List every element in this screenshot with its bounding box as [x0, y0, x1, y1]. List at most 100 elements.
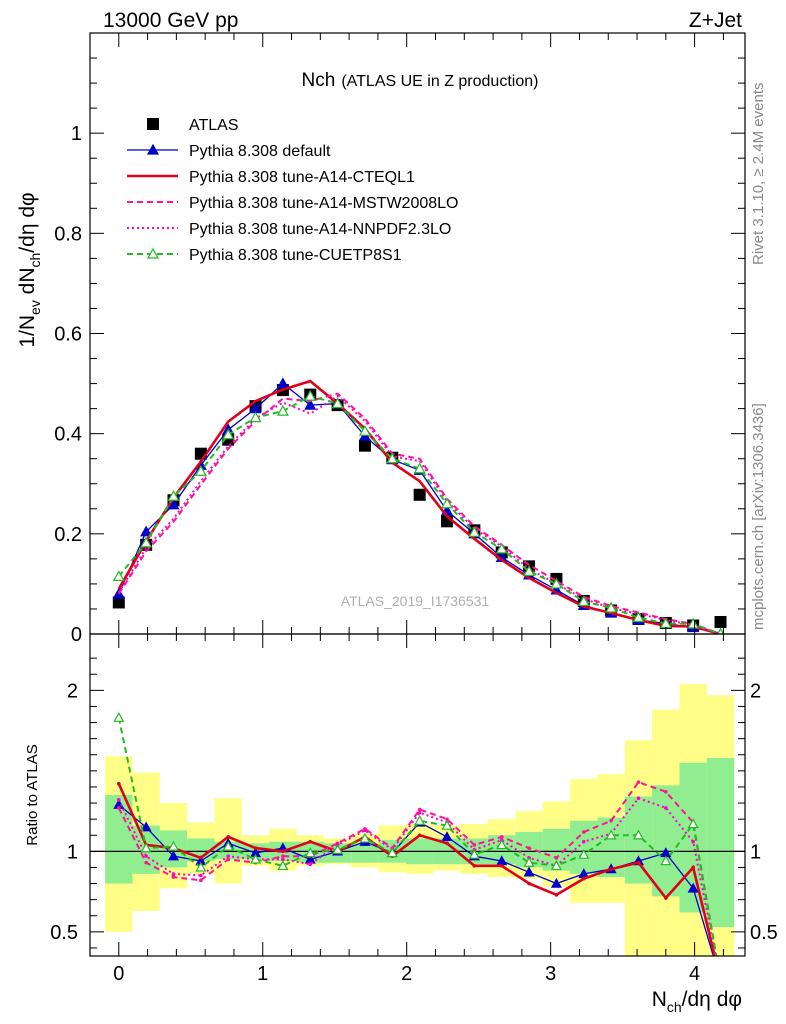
main-data-point — [140, 536, 153, 548]
legend-entry: Pythia 8.308 tune-A14-NNPDF2.3LO — [127, 221, 451, 238]
main-data-point — [550, 577, 563, 589]
main-data-point — [194, 464, 207, 476]
ratio-data-point — [417, 833, 422, 838]
ratio-series-pythia-8-308-tune-a14-cteql1 — [116, 781, 716, 956]
main-series-line — [117, 392, 721, 634]
ratio-data-point — [687, 818, 699, 829]
main-series-line — [117, 379, 721, 634]
main-data-point — [331, 397, 344, 409]
ratio-data-point — [499, 864, 504, 868]
x-tick-label: 3 — [545, 963, 556, 985]
ratio-plot-panel: 0.5 0.5 1 1 2 2 0 1 2 3 4 — [50, 633, 778, 985]
ratio-data-point — [386, 847, 398, 858]
ratio-data-point — [281, 849, 285, 854]
main-data-point — [167, 490, 180, 501]
ratio-data-point — [414, 815, 426, 825]
main-series-line — [117, 394, 721, 634]
legend-entry: Pythia 8.308 tune-A14-CTEQL1 — [127, 169, 415, 186]
ratio-data-point — [226, 854, 230, 858]
ratio-data-point — [417, 807, 422, 812]
legend-label: Pythia 8.308 tune-A14-MSTW2008LO — [189, 195, 458, 212]
ratio-data-point — [445, 817, 449, 821]
ratio-data-point — [527, 881, 531, 886]
ratio-series-line — [117, 780, 718, 956]
ratio-y-tick-label: 2 — [67, 680, 78, 702]
ratio-y-tick-label: 0.5 — [50, 922, 78, 944]
ratio-data-point — [441, 819, 453, 830]
main-plot-panel: 0 0.2 0.4 0.6 0.8 1 — [54, 32, 746, 646]
main-data-point — [304, 398, 317, 410]
rivet-version-label: Rivet 3.1.10, ≥ 2.4M events — [750, 83, 767, 266]
main-data-point — [140, 525, 153, 537]
legend-label: Pythia 8.308 default — [189, 143, 331, 160]
main-y-tick-label: 0.8 — [54, 223, 82, 245]
main-data-point — [386, 452, 399, 464]
main-data-point — [495, 542, 508, 554]
main-data-point — [167, 498, 180, 510]
ratio-data-point — [308, 862, 313, 867]
ratio-y-tick-label: 1 — [67, 841, 78, 863]
ratio-data-point — [363, 828, 367, 833]
legend-entry: Pythia 8.308 tune-CUETP8S1 — [127, 247, 402, 264]
ratio-data-point — [609, 867, 613, 871]
main-data-point — [112, 570, 125, 582]
ratio-data-point — [308, 839, 313, 844]
legend-entry: ATLAS — [147, 117, 239, 134]
main-y-tick-label: 0.2 — [54, 524, 82, 546]
ratio-data-point — [636, 860, 641, 865]
ratio-data-point — [250, 853, 262, 864]
ratio-data-point — [222, 840, 234, 851]
legend-label: ATLAS — [189, 117, 239, 134]
main-y-tick-label: 1 — [71, 123, 82, 145]
ratio-data-point — [472, 843, 477, 847]
header-channel-label: Z+Jet — [689, 9, 742, 32]
legend-entry: Pythia 8.308 tune-A14-MSTW2008LO — [127, 195, 458, 212]
ratio-y-tick-label-right: 0.5 — [750, 922, 778, 944]
legend-entry: Pythia 8.308 default — [127, 143, 331, 160]
legend-marker-swatch — [146, 143, 160, 155]
ratio-data-point — [277, 860, 289, 871]
ratio-data-point — [332, 844, 344, 854]
ratio-data-point — [664, 789, 668, 794]
main-data-point — [249, 411, 262, 423]
ratio-data-point — [605, 829, 617, 840]
analysis-watermark: ATLAS_2019_I1736531 — [341, 593, 490, 609]
main-data-point — [276, 377, 289, 389]
main-data-point — [523, 565, 536, 576]
legend-label: Pythia 8.308 tune-A14-NNPDF2.3LO — [189, 221, 451, 238]
main-data-point — [687, 617, 700, 629]
ratio-data-point — [581, 830, 586, 834]
main-y-tick-label: 0.4 — [54, 424, 82, 446]
ratio-data-point — [719, 978, 723, 982]
main-data-point — [714, 615, 727, 628]
ratio-data-point — [359, 832, 371, 843]
main-data-point — [577, 595, 590, 607]
ratio-inner-band — [706, 757, 735, 928]
ratio-data-point — [116, 798, 121, 802]
ratio-data-point — [167, 850, 180, 861]
ratio-data-point — [664, 806, 668, 810]
ratio-data-point — [523, 856, 535, 867]
ratio-data-point — [281, 857, 285, 862]
ratio-data-point — [527, 846, 531, 850]
ratio-data-point — [195, 861, 207, 872]
ratio-inner-band — [351, 844, 379, 863]
ratio-data-point — [664, 896, 668, 900]
main-data-point — [304, 389, 317, 401]
ratio-data-point — [716, 976, 725, 984]
ratio-data-point — [499, 835, 504, 839]
x-tick-label: 4 — [689, 963, 700, 985]
x-tick-label: 1 — [257, 963, 268, 985]
ratio-data-point — [417, 810, 422, 815]
ratio-data-point — [554, 893, 559, 897]
ratio-y-axis-label: Ratio to ATLAS — [24, 744, 41, 845]
main-y-axis-label: 1/Nev dNch/dη dφ — [16, 192, 43, 347]
legend-marker-swatch — [146, 247, 160, 259]
legend-label: Pythia 8.308 tune-A14-CTEQL1 — [189, 169, 415, 186]
ratio-data-point — [632, 829, 644, 840]
ratio-data-point — [441, 831, 453, 842]
ratio-data-point — [140, 821, 152, 832]
ratio-data-point — [171, 872, 176, 876]
main-data-point — [605, 601, 618, 613]
main-data-point — [276, 404, 289, 416]
